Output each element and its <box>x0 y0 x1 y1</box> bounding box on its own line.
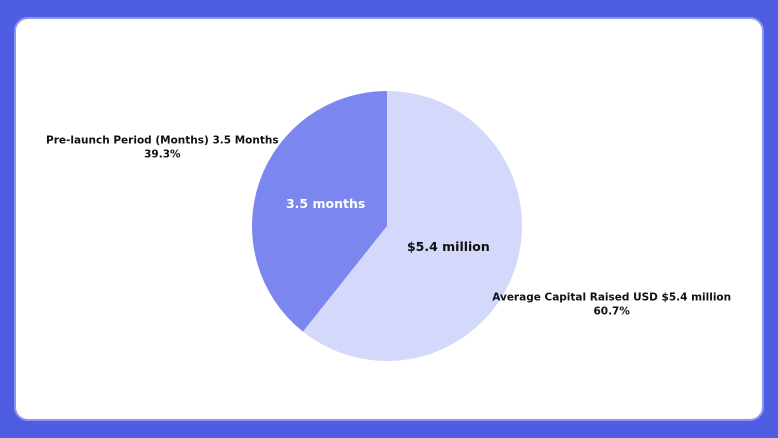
pie-slice <box>302 91 522 361</box>
slice-text: $5.4 million <box>407 239 490 254</box>
slice-text: 3.5 months <box>286 196 365 211</box>
category-label: Average Capital Raised USD $5.4 million <box>492 292 731 304</box>
value-label: 60.7% <box>593 306 630 318</box>
category-label: Pre-launch Period (Months) 3.5 Months <box>46 134 279 146</box>
pie-slice <box>251 91 387 332</box>
value-label: 39.3% <box>144 148 181 160</box>
